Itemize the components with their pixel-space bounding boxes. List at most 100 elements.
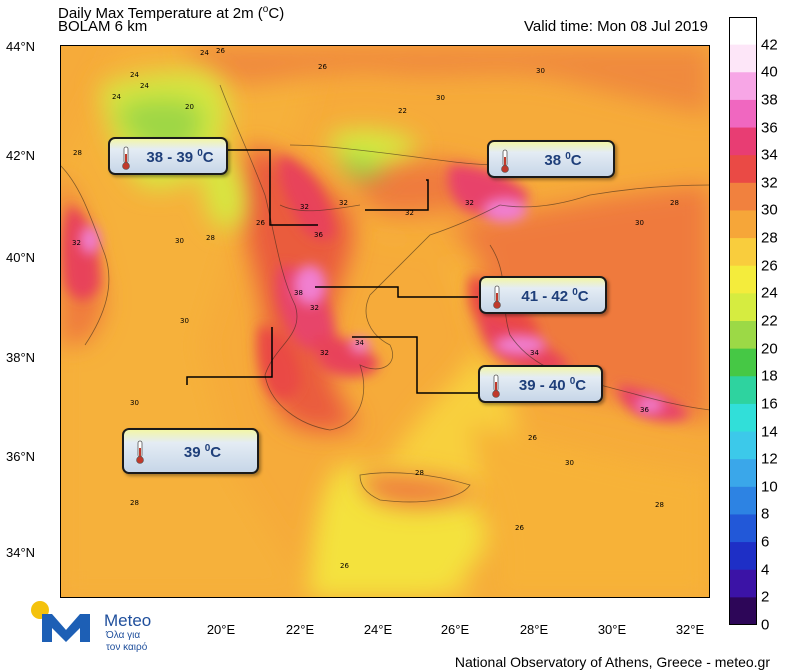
legend-swatch xyxy=(729,431,757,460)
callout-ionian-north: 38 - 39 0C xyxy=(108,137,228,175)
chart-title: Daily Max Temperature at 2m (oC) xyxy=(58,1,284,23)
lon-label-20: 20°E xyxy=(206,622,236,637)
legend-label: 18 xyxy=(761,367,778,385)
legend-swatch xyxy=(729,597,757,625)
valid-time: Valid time: Mon 08 Jul 2019 xyxy=(524,18,708,35)
color-legend xyxy=(729,17,757,625)
map-label: 26 xyxy=(318,63,327,71)
thermometer-icon xyxy=(136,440,144,464)
legend-swatch xyxy=(729,514,757,543)
lon-label-32: 32°E xyxy=(675,622,705,637)
map-label: 34 xyxy=(355,339,364,347)
callout-central-greece: 39 - 40 0C xyxy=(478,365,603,403)
map-label: 30 xyxy=(180,317,189,325)
map-label: 28 xyxy=(73,149,82,157)
lon-label-26: 26°E xyxy=(440,622,470,637)
legend-swatch xyxy=(729,459,757,488)
legend-swatch xyxy=(729,293,757,322)
legend-swatch xyxy=(729,238,757,267)
legend-label: 2 xyxy=(761,588,770,606)
legend-swatch xyxy=(729,17,757,46)
model-name: BOLAM 6 km xyxy=(58,18,148,35)
legend-swatch xyxy=(729,72,757,101)
legend-label: 8 xyxy=(761,505,770,523)
thermometer-icon xyxy=(492,374,500,398)
footer-credit: National Observatory of Athens, Greece -… xyxy=(454,654,770,670)
legend-swatch xyxy=(729,542,757,571)
map-label: 28 xyxy=(415,469,424,477)
legend-label: 0 xyxy=(761,616,770,634)
map-label: 26 xyxy=(340,562,349,570)
map-label: 34 xyxy=(530,349,539,357)
lat-label-40: 40°N xyxy=(6,250,36,265)
callout-peloponnese: 39 0C xyxy=(122,428,259,474)
legend-label: 16 xyxy=(761,395,778,413)
lat-label-38: 38°N xyxy=(6,350,36,365)
lat-label-44: 44°N xyxy=(6,39,36,54)
map-label: 32 xyxy=(320,349,329,357)
legend-label: 22 xyxy=(761,312,778,330)
map-label: 24 xyxy=(140,82,149,90)
map-label: 36 xyxy=(314,231,323,239)
map-label: 30 xyxy=(635,219,644,227)
title-text: Daily Max Temperature at 2m ( xyxy=(58,5,263,22)
legend-swatch xyxy=(729,44,757,73)
map-label: 22 xyxy=(398,107,407,115)
map-label: 36 xyxy=(640,406,649,414)
lat-label-42: 42°N xyxy=(6,148,36,163)
legend-swatch xyxy=(729,569,757,598)
logo-slogan-line1: Όλα για xyxy=(106,630,141,641)
logo-name: Meteo xyxy=(104,611,152,630)
legend-label: 6 xyxy=(761,533,770,551)
meteo-logo xyxy=(31,601,90,642)
map-label: 30 xyxy=(130,399,139,407)
legend-label: 28 xyxy=(761,229,778,247)
legend-label: 4 xyxy=(761,561,770,579)
callout-text: 38 0C xyxy=(544,151,582,169)
legend-swatch xyxy=(729,348,757,377)
map-label: 30 xyxy=(175,237,184,245)
callout-text: 39 - 40 0C xyxy=(518,376,587,394)
thermometer-icon xyxy=(122,146,130,170)
legend-label: 26 xyxy=(761,257,778,275)
legend-label: 10 xyxy=(761,478,778,496)
callout-thessaly: 41 - 42 0C xyxy=(479,276,607,314)
lon-label-30: 30°E xyxy=(597,622,627,637)
logo-slogan-line2: τον καιρό xyxy=(106,642,148,653)
legend-swatch xyxy=(729,127,757,156)
legend-swatch xyxy=(729,376,757,405)
legend-swatch xyxy=(729,210,757,239)
legend-swatch xyxy=(729,486,757,515)
map-label: 32 xyxy=(405,209,414,217)
legend-label: 32 xyxy=(761,174,778,192)
map-label: 32 xyxy=(339,199,348,207)
map-label: 30 xyxy=(536,67,545,75)
lat-label-34: 34°N xyxy=(6,545,36,560)
legend-label: 34 xyxy=(761,146,778,164)
map-label: 38 xyxy=(294,289,303,297)
map-label: 20 xyxy=(185,103,194,111)
map-label: 28 xyxy=(670,199,679,207)
callout-thrace: 38 0C xyxy=(487,140,615,178)
legend-label: 12 xyxy=(761,450,778,468)
lon-label-22: 22°E xyxy=(285,622,315,637)
map-label: 26 xyxy=(515,524,524,532)
legend-swatch xyxy=(729,155,757,184)
map-label: 32 xyxy=(300,203,309,211)
legend-swatch xyxy=(729,265,757,294)
map-label: 32 xyxy=(465,199,474,207)
map-label: 26 xyxy=(216,47,225,55)
callout-connectors xyxy=(186,149,480,394)
map-label: 30 xyxy=(565,459,574,467)
lat-label-36: 36°N xyxy=(6,449,36,464)
map-label: 28 xyxy=(655,501,664,509)
title-unit-tail: C) xyxy=(268,5,285,22)
m-icon xyxy=(42,614,90,642)
map-label: 24 xyxy=(200,49,209,57)
map-label: 24 xyxy=(130,71,139,79)
legend-label: 30 xyxy=(761,201,778,219)
legend-label: 40 xyxy=(761,63,778,81)
legend-label: 38 xyxy=(761,91,778,109)
legend-swatch xyxy=(729,99,757,129)
callout-text: 39 0C xyxy=(183,443,222,461)
